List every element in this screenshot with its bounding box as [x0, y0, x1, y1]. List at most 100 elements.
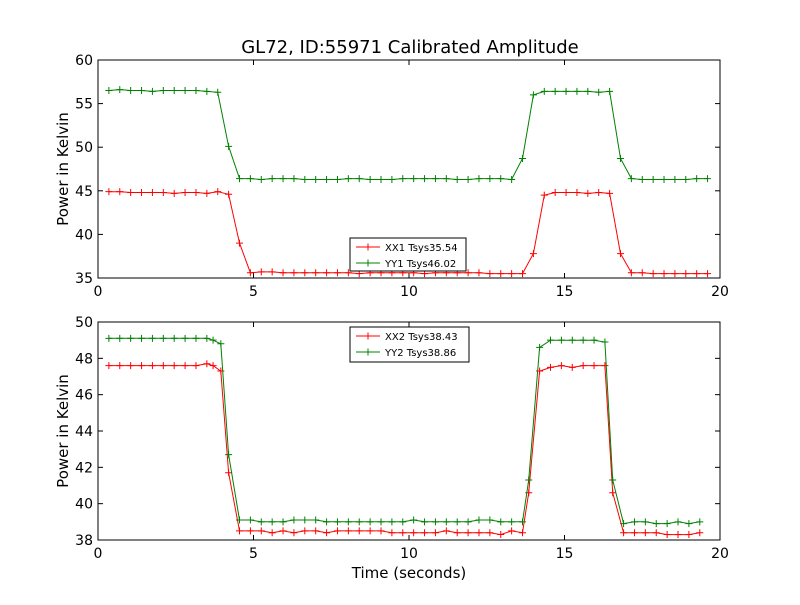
data-point [301, 527, 309, 535]
data-point [159, 87, 167, 95]
legend-box [349, 237, 467, 272]
data-point [663, 531, 671, 539]
data-point [682, 175, 690, 183]
legend-label: YY2 Tsys38.86 [384, 348, 456, 359]
data-point [568, 336, 576, 344]
data-point [236, 175, 244, 183]
data-point [148, 362, 156, 370]
data-point [246, 527, 254, 535]
x-tick-label: 10 [400, 284, 418, 300]
data-point [475, 175, 483, 183]
data-point [497, 175, 505, 183]
data-point [333, 269, 341, 277]
data-point [410, 175, 418, 183]
data-point [225, 469, 233, 477]
data-point [257, 518, 265, 526]
data-point [453, 529, 461, 537]
data-point [573, 189, 581, 197]
data-point [442, 518, 450, 526]
y-tick-label: 50 [75, 315, 93, 331]
data-point [525, 476, 533, 484]
y-axis-label: Power in Kelvin [54, 112, 72, 226]
data-point [225, 142, 233, 150]
data-point [606, 189, 614, 197]
data-point [641, 529, 649, 537]
data-point [159, 189, 167, 197]
data-point [519, 270, 527, 278]
data-point [536, 343, 544, 351]
y-tick-label: 38 [75, 533, 93, 549]
data-point [399, 518, 407, 526]
x-tick-label: 20 [711, 546, 729, 562]
data-point [105, 188, 113, 196]
data-point [279, 269, 287, 277]
data-point [584, 189, 592, 197]
data-point [453, 175, 461, 183]
data-point [105, 87, 113, 95]
data-point [127, 189, 135, 197]
data-point [579, 336, 587, 344]
data-point [562, 87, 570, 95]
data-point [192, 87, 200, 95]
data-point [508, 527, 516, 535]
data-point [529, 91, 537, 99]
legend-label: XX2 Tsys38.43 [385, 332, 458, 343]
data-point [203, 87, 211, 95]
y-tick-label: 42 [75, 460, 93, 476]
data-point [279, 175, 287, 183]
data-point [203, 334, 211, 342]
data-point [693, 175, 701, 183]
data-point [464, 529, 472, 537]
data-point [268, 529, 276, 537]
data-point [627, 269, 635, 277]
data-point [486, 270, 494, 278]
data-point [268, 175, 276, 183]
data-point [246, 269, 254, 277]
data-point [181, 189, 189, 197]
data-point [301, 516, 309, 524]
data-point [410, 529, 418, 537]
data-point [217, 340, 225, 348]
data-point [693, 270, 701, 278]
data-point [170, 334, 178, 342]
data-point [181, 334, 189, 342]
data-point [209, 362, 217, 370]
data-point [366, 527, 374, 535]
data-point [627, 175, 635, 183]
y-tick-label: 44 [75, 424, 93, 440]
data-point [551, 87, 559, 95]
data-point [246, 175, 254, 183]
data-point [388, 529, 396, 537]
x-tick-label: 0 [94, 546, 103, 562]
data-point [355, 518, 363, 526]
data-point [410, 516, 418, 524]
data-point [388, 175, 396, 183]
data-point [551, 189, 559, 197]
data-point [638, 175, 646, 183]
data-point [601, 362, 609, 370]
data-point [652, 529, 660, 537]
data-point [547, 363, 555, 371]
data-point [209, 336, 217, 344]
data-point [148, 334, 156, 342]
data-point [590, 362, 598, 370]
data-point [257, 175, 265, 183]
data-point [674, 531, 682, 539]
data-point [421, 175, 429, 183]
data-point [312, 516, 320, 524]
data-point [290, 516, 298, 524]
x-tick-label: 15 [556, 284, 574, 300]
data-point [366, 518, 374, 526]
data-point [170, 362, 178, 370]
data-point [421, 529, 429, 537]
data-point [606, 87, 614, 95]
data-point [696, 529, 704, 537]
data-point [236, 239, 244, 247]
data-point [630, 518, 638, 526]
data-point [192, 334, 200, 342]
data-point [105, 334, 113, 342]
data-point [333, 175, 341, 183]
data-point [344, 269, 352, 277]
data-point [557, 362, 565, 370]
